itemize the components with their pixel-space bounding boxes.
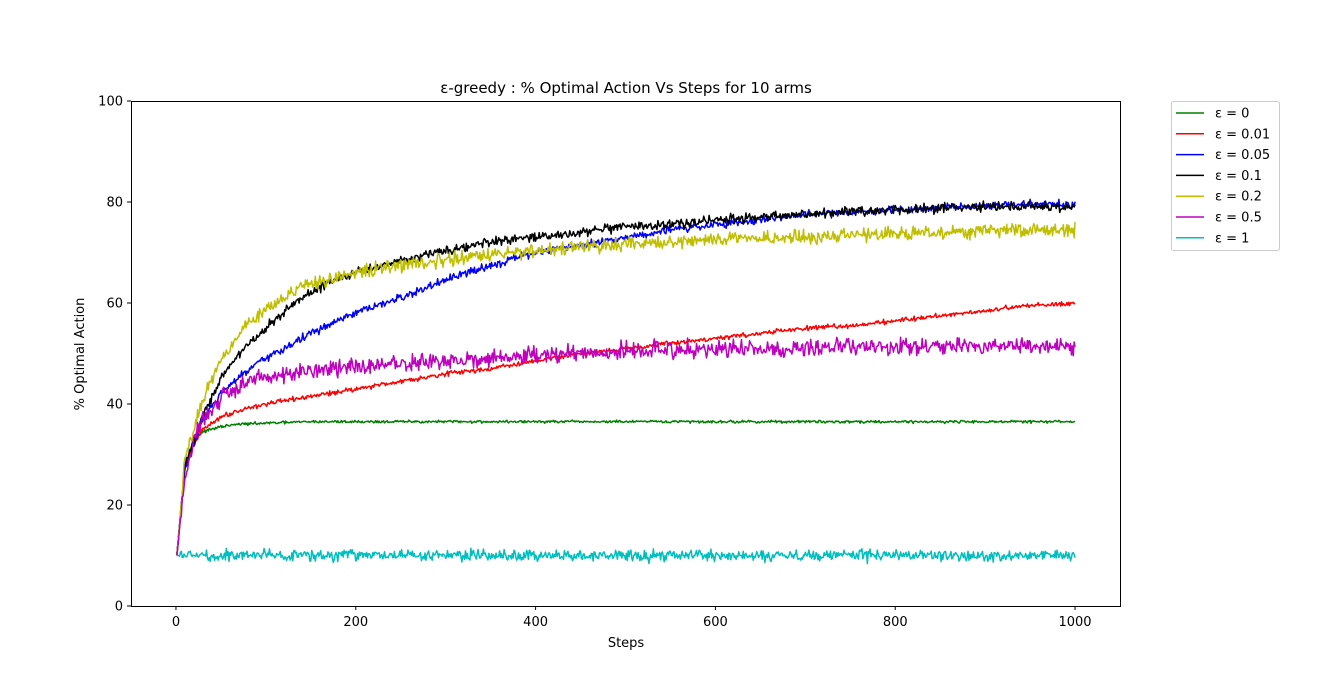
legend-label: ε = 0.01 (1215, 127, 1270, 142)
legend-label: ε = 1 (1215, 231, 1249, 246)
y-axis-label: % Optimal Action (73, 298, 88, 411)
y-tick-label: 100 (98, 95, 123, 110)
y-tick-label: 20 (106, 499, 123, 514)
plot-area-frame (131, 101, 1121, 607)
legend-label: ε = 0.1 (1215, 169, 1262, 184)
x-tick-label: 600 (703, 615, 728, 630)
series-line-3 (176, 200, 1076, 556)
chart-title: ε-greedy : % Optimal Action Vs Steps for… (440, 79, 812, 97)
legend-items: ε = 0 ε = 0.01 ε = 0.05 ε = 0.1 ε = 0.2 ε = 0… (1176, 107, 1270, 246)
legend-label: ε = 0.05 (1215, 148, 1270, 163)
y-axis: 0 20 40 60 80 100 (98, 95, 131, 615)
y-tick-label: 0 (115, 600, 123, 615)
x-tick-label: 400 (523, 615, 548, 630)
y-tick-label: 40 (106, 398, 123, 413)
series-line-4 (176, 222, 1076, 556)
series-layer (176, 198, 1076, 565)
y-tick-label: 60 (106, 297, 123, 312)
x-tick-label: 800 (883, 615, 908, 630)
legend-label: ε = 0.2 (1215, 190, 1262, 205)
legend: ε = 0 ε = 0.01 ε = 0.05 ε = 0.1 ε = 0.2 ε = 0… (1171, 101, 1280, 251)
legend-frame (1171, 101, 1280, 251)
x-tick-label: 1000 (1058, 615, 1091, 630)
legend-label: ε = 0.5 (1215, 211, 1262, 226)
legend-label: ε = 0 (1215, 107, 1249, 122)
y-tick-label: 80 (106, 196, 123, 211)
series-line-6 (176, 547, 1076, 565)
series-line-2 (176, 198, 1076, 556)
x-axis-label: Steps (608, 636, 645, 651)
series-line-0 (176, 419, 1076, 556)
series-line-5 (176, 336, 1076, 556)
x-axis: 0 200 400 600 800 1000 (172, 606, 1092, 630)
x-tick-label: 200 (343, 615, 368, 630)
x-tick-label: 0 (172, 615, 180, 630)
